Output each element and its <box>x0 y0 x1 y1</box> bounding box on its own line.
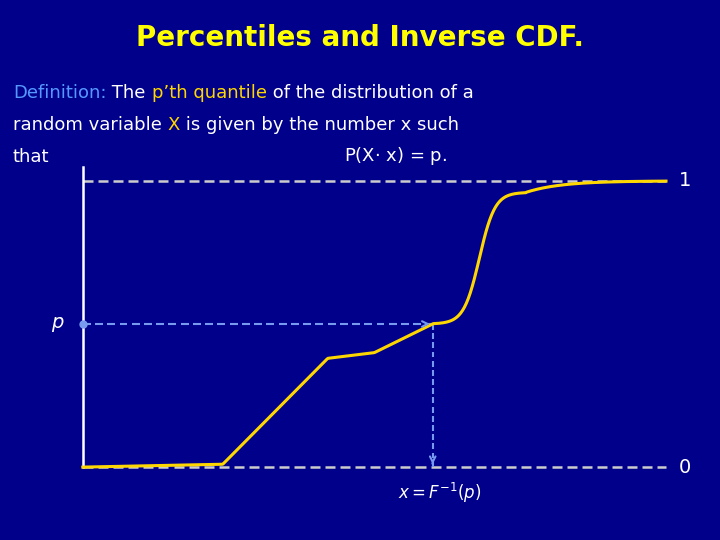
Text: that: that <box>13 148 50 166</box>
Text: is given by the number x such: is given by the number x such <box>180 116 459 134</box>
Text: 0: 0 <box>679 457 691 477</box>
Text: 1: 1 <box>679 171 691 191</box>
Text: The: The <box>107 84 152 102</box>
Text: of the distribution of a: of the distribution of a <box>266 84 473 102</box>
Text: random variable: random variable <box>13 116 168 134</box>
Text: P(X$\cdot$ x) = p.: P(X$\cdot$ x) = p. <box>344 145 448 167</box>
Text: Definition:: Definition: <box>13 84 107 102</box>
Text: $p$: $p$ <box>51 314 65 334</box>
Text: p’th quantile: p’th quantile <box>152 84 266 102</box>
Text: $x = F^{-1}(p)$: $x = F^{-1}(p)$ <box>398 481 482 505</box>
Text: Percentiles and Inverse CDF.: Percentiles and Inverse CDF. <box>136 24 584 52</box>
Text: X: X <box>168 116 180 134</box>
